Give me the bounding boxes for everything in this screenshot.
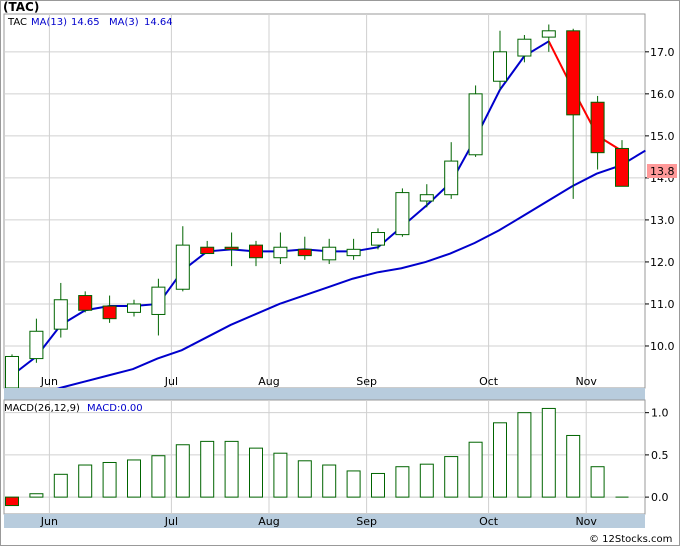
macd-bar — [151, 455, 166, 498]
candle-up — [419, 194, 434, 202]
month-label-upper: Jun — [40, 375, 58, 388]
month-label-upper: Aug — [258, 375, 279, 388]
price-tick-label: 11.0 — [650, 298, 675, 311]
price-grid — [4, 14, 645, 388]
macd-bar — [175, 444, 190, 498]
candle-up — [346, 248, 361, 257]
month-label-lower: Sep — [356, 515, 377, 528]
month-label-upper: Oct — [479, 375, 499, 388]
macd-bar — [371, 472, 385, 498]
month-label-lower: Jul — [164, 515, 178, 528]
macd-value: MACD:0.00 — [87, 403, 143, 414]
macd-bar — [517, 412, 532, 498]
ma13-layer — [35, 149, 646, 398]
candle-down — [78, 295, 93, 311]
month-label-lower: Aug — [258, 515, 279, 528]
legend-ma13-label: MA(13) — [31, 17, 67, 28]
candle-down — [200, 246, 215, 255]
candle-up — [468, 93, 483, 156]
legend-ma3-value: 14.64 — [144, 17, 173, 28]
macd-bar — [29, 493, 44, 498]
macd-bar — [346, 470, 361, 498]
watermark: © 12Stocks.com — [589, 534, 672, 545]
candle-up — [395, 192, 410, 236]
macd-title: MACD(26,12,9) — [4, 403, 80, 414]
candle-down — [590, 101, 605, 154]
macd-bar — [419, 463, 434, 498]
price-tick-label: 10.0 — [650, 340, 675, 353]
macd-bar-negative — [5, 496, 19, 507]
macd-bar — [468, 441, 483, 498]
macd-bar — [102, 461, 117, 498]
price-tick-label: 17.0 — [650, 46, 675, 59]
macd-bar — [127, 459, 141, 498]
month-labels: Jun Jun Jul Jul Aug Aug Sep Sep Oct Oct Nov Nov — [40, 375, 598, 528]
candle-down — [566, 30, 581, 116]
price-axis: 10.011.012.013.014.015.016.017.0 — [645, 46, 675, 353]
price-tick-label: 16.0 — [650, 88, 675, 101]
macd-tick-label: 0.0 — [651, 491, 669, 504]
ma13-line — [35, 149, 646, 398]
macd-bar — [249, 447, 263, 498]
macd-bar — [541, 407, 556, 498]
price-tick-label: 15.0 — [650, 130, 675, 143]
candle-down — [102, 305, 117, 320]
candle-up — [517, 38, 532, 57]
candle-up — [371, 232, 385, 246]
legend-ma13-value: 14.65 — [71, 17, 100, 28]
price-panel — [3, 13, 646, 389]
price-tick-label: 12.0 — [650, 256, 675, 269]
month-label-upper: Sep — [356, 375, 377, 388]
macd-axis: 0.0 0.5 1.0 — [645, 407, 669, 504]
candle-up — [541, 30, 556, 38]
macd-bar — [200, 440, 215, 498]
macd-bar — [493, 422, 507, 498]
macd-bar — [444, 456, 459, 498]
candle-down — [297, 248, 312, 257]
candle-down — [224, 246, 239, 250]
candle-up — [273, 246, 288, 259]
price-tick-label: 13.0 — [650, 214, 675, 227]
candle-up — [444, 160, 459, 196]
month-label-lower: Nov — [575, 515, 597, 528]
candles-layer — [5, 24, 629, 389]
macd-bar — [395, 466, 410, 498]
bottom-x-axis-band — [4, 514, 645, 528]
candle-down — [615, 147, 629, 187]
chart-title: (TAC) — [3, 0, 39, 14]
candle-up — [493, 51, 507, 82]
macd-bars-layer — [5, 407, 629, 507]
candle-up — [175, 244, 190, 290]
candle-up — [127, 303, 141, 313]
macd-tick-label: 0.5 — [651, 449, 669, 462]
month-label-upper: Nov — [575, 375, 597, 388]
candle-up — [322, 246, 337, 261]
macd-bar — [78, 464, 93, 498]
last-price-badge — [647, 164, 677, 178]
legend-ma3-label: MA(3) — [109, 17, 139, 28]
macd-bar — [53, 473, 68, 498]
ma3-line-red — [547, 40, 623, 152]
x-axis-band — [4, 388, 645, 400]
macd-bar — [297, 460, 312, 498]
candle-up — [5, 355, 19, 389]
macd-bar — [566, 434, 581, 498]
macd-tick-label: 1.0 — [651, 407, 669, 420]
candle-up — [151, 286, 166, 315]
candle-up — [53, 299, 68, 330]
month-label-lower: Jun — [40, 515, 58, 528]
month-label-lower: Oct — [479, 515, 499, 528]
month-label-upper: Jul — [164, 375, 178, 388]
last-price-label: 13.8 — [650, 165, 675, 178]
candle-down — [249, 244, 263, 259]
macd-bar — [224, 440, 239, 498]
macd-bar — [322, 464, 337, 498]
candle-up — [29, 330, 44, 360]
macd-bar — [273, 452, 288, 498]
macd-bar — [590, 466, 605, 498]
legend-symbol: TAC — [7, 17, 27, 28]
